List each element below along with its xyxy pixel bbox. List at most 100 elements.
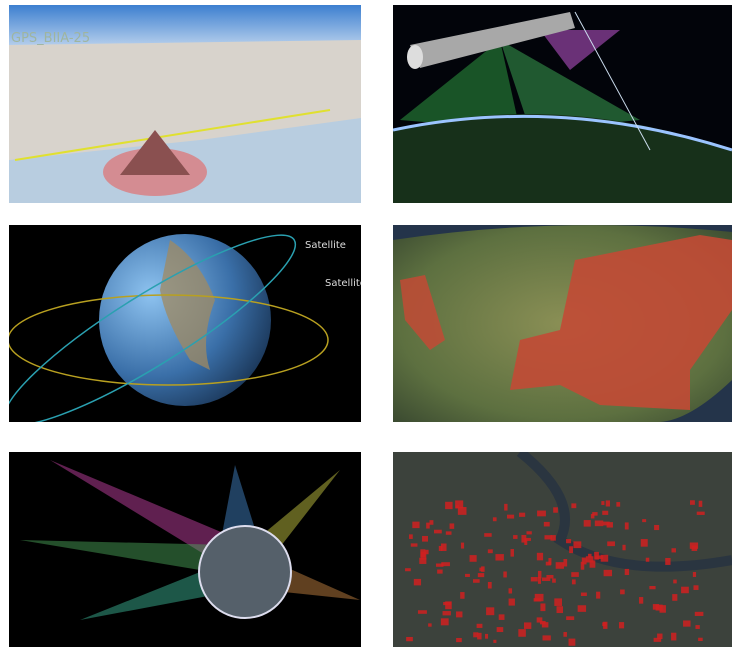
building-marker (639, 597, 644, 604)
building-marker (563, 559, 568, 567)
panel-us-map (393, 225, 732, 422)
building-marker (689, 542, 699, 549)
building-marker (603, 569, 613, 577)
building-marker (657, 633, 663, 640)
building-marker (659, 605, 666, 613)
building-marker (530, 577, 538, 582)
building-marker (580, 592, 587, 596)
building-marker (573, 541, 582, 549)
building-marker (455, 500, 464, 509)
building-marker (555, 562, 564, 569)
building-marker (595, 555, 604, 559)
building-marker (508, 588, 513, 594)
building-marker (541, 577, 551, 581)
panel-sensor-fans (393, 5, 732, 203)
building-marker (571, 579, 576, 585)
building-marker (479, 567, 483, 572)
building-marker (420, 549, 426, 558)
building-marker (571, 572, 579, 577)
building-marker (508, 598, 515, 606)
building-marker (518, 629, 526, 637)
building-marker (571, 503, 577, 509)
building-marker (605, 500, 610, 507)
building-marker (486, 607, 495, 616)
building-marker (592, 512, 598, 516)
building-marker (655, 604, 663, 611)
building-marker (445, 531, 452, 535)
building-marker (600, 554, 609, 562)
building-marker (581, 557, 587, 565)
building-marker (437, 569, 443, 574)
building-marker (496, 627, 504, 633)
building-marker (542, 635, 551, 641)
building-marker (683, 620, 691, 627)
building-marker (492, 517, 497, 522)
building-marker (590, 513, 595, 519)
building-marker (412, 521, 420, 529)
building-marker (671, 548, 676, 553)
building-marker (596, 591, 601, 599)
building-marker (539, 620, 546, 625)
building-marker (422, 535, 429, 542)
building-marker (473, 632, 479, 638)
building-marker (442, 611, 451, 616)
building-marker (409, 534, 413, 539)
building-marker (548, 558, 552, 565)
building-marker (426, 522, 430, 529)
building-marker (602, 622, 607, 627)
building-marker (526, 531, 532, 535)
building-marker (546, 574, 554, 579)
building-marker (429, 520, 434, 525)
building-marker (577, 605, 587, 612)
building-marker (440, 543, 447, 551)
building-marker (449, 523, 455, 529)
building-marker (457, 507, 467, 515)
building-marker (588, 553, 592, 558)
building-marker (469, 555, 477, 562)
building-marker (606, 522, 613, 528)
building-marker (521, 534, 527, 543)
building-marker (441, 562, 450, 567)
building-marker (410, 543, 418, 547)
building-marker (580, 561, 585, 570)
building-marker (616, 502, 621, 507)
building-marker (477, 573, 485, 578)
building-marker (583, 520, 591, 527)
building-marker (672, 594, 678, 601)
building-marker (620, 589, 625, 595)
building-marker (543, 521, 550, 527)
building-marker (533, 598, 542, 602)
building-marker (624, 522, 629, 530)
building-marker (566, 539, 572, 544)
building-marker (493, 639, 497, 643)
building-marker (653, 637, 662, 642)
building-marker (694, 611, 704, 616)
building-marker (589, 560, 596, 568)
panel-city-map (393, 452, 732, 647)
building-marker (689, 500, 695, 505)
building-marker (585, 556, 594, 563)
building-marker (556, 606, 564, 614)
building-marker (566, 616, 575, 621)
building-marker (698, 637, 703, 642)
building-marker (640, 539, 648, 547)
building-marker (510, 549, 514, 557)
building-marker (642, 519, 647, 523)
building-marker (495, 554, 504, 561)
building-marker (569, 546, 574, 554)
building-marker (645, 557, 650, 562)
building-marker (476, 623, 483, 628)
panel-coverage-beams (9, 452, 361, 647)
building-marker (544, 535, 553, 540)
building-marker (424, 549, 429, 555)
building-marker (618, 622, 625, 629)
building-marker (473, 579, 480, 583)
building-marker (622, 544, 626, 551)
building-marker (649, 585, 656, 590)
building-marker (550, 535, 556, 541)
building-marker (503, 571, 507, 578)
building-marker (460, 592, 465, 599)
building-marker (428, 623, 432, 627)
